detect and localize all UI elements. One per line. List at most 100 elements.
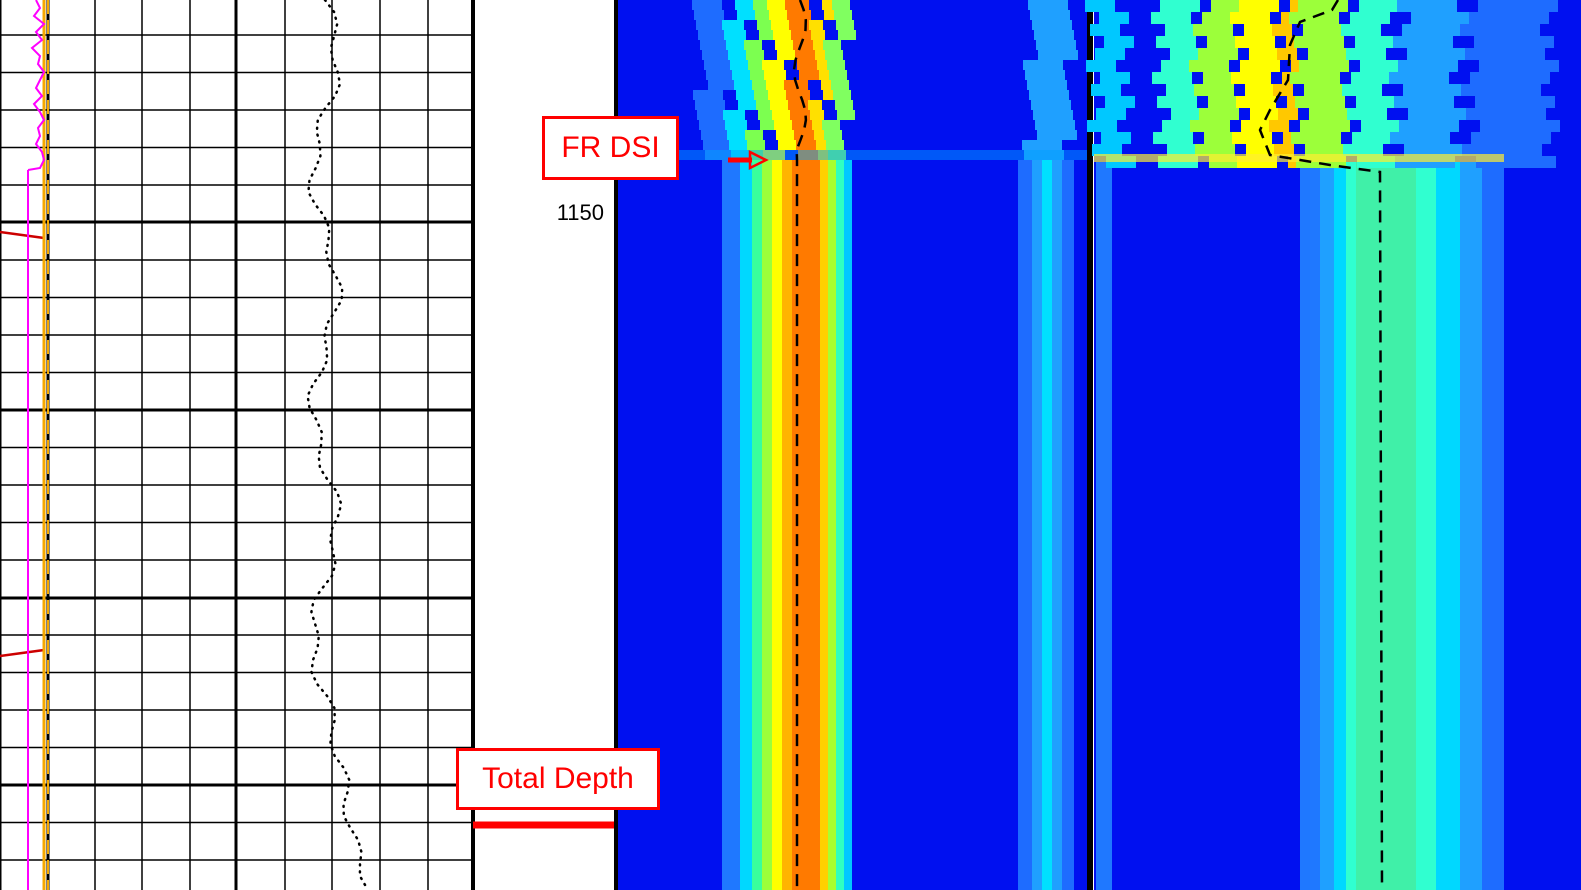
image-texture-cell xyxy=(795,50,819,60)
image-band xyxy=(1482,162,1504,890)
image-texture-cell xyxy=(738,100,760,110)
image-texture-cell xyxy=(1346,48,1386,60)
image-texture-cell xyxy=(693,90,723,100)
image-texture-cell xyxy=(768,90,790,100)
image-texture-cell xyxy=(838,30,856,40)
image-texture-cell xyxy=(1398,60,1458,72)
image-texture-cell xyxy=(1356,96,1396,108)
image-texture-cell xyxy=(774,120,796,130)
image-texture-cell xyxy=(1239,0,1279,12)
image-band xyxy=(1356,162,1416,890)
image-texture-cell xyxy=(823,40,841,50)
slowness-trace-a xyxy=(792,0,808,890)
image-texture-cell xyxy=(787,10,811,20)
image-band xyxy=(836,160,844,890)
image-texture-cell xyxy=(735,0,757,10)
image-texture-cell xyxy=(762,60,784,70)
image-texture-cell xyxy=(822,0,836,10)
image-texture-cell xyxy=(790,110,814,120)
image-texture-cell xyxy=(1298,0,1348,12)
image-band xyxy=(844,160,852,890)
image-texture-cell xyxy=(793,40,817,50)
image-texture-cell xyxy=(1389,72,1449,84)
image-texture-cell xyxy=(835,100,853,110)
image-texture-cell xyxy=(1479,60,1559,72)
image-texture-cell xyxy=(748,60,766,70)
image-texture-cell xyxy=(1342,84,1382,96)
image-texture-cell xyxy=(1460,24,1540,36)
image-texture-cell xyxy=(692,0,722,10)
image-texture-cell xyxy=(722,20,744,30)
image-texture-cell xyxy=(1091,84,1121,96)
image-texture-cell xyxy=(827,60,845,70)
image-texture-cell xyxy=(1031,100,1071,110)
image-texture-cell xyxy=(767,0,789,10)
image-texture-cell xyxy=(1090,24,1120,36)
image-texture-cell xyxy=(708,80,738,90)
image-texture-cell xyxy=(1277,48,1297,60)
image-texture-cell xyxy=(754,90,772,100)
total-depth-callout: Total Depth xyxy=(456,748,660,810)
image-band xyxy=(1042,160,1052,890)
image-a-bands xyxy=(722,160,1074,890)
image-texture-cell xyxy=(1032,20,1072,30)
image-texture-cell xyxy=(755,10,773,20)
image-texture-cell xyxy=(1272,24,1292,36)
image-texture-cell xyxy=(837,110,855,120)
image-texture-cell xyxy=(704,60,734,70)
image-texture-cell xyxy=(1399,120,1459,132)
image-texture-cell xyxy=(700,40,730,50)
image-texture-cell xyxy=(1360,60,1400,72)
image-texture-cell xyxy=(1151,12,1191,24)
image-texture-cell xyxy=(1397,0,1457,12)
image-texture-cell xyxy=(1402,24,1462,36)
image-texture-cell xyxy=(821,80,835,90)
image-texture-cell xyxy=(759,30,777,40)
image-texture-cell xyxy=(1195,144,1235,156)
image-texture-cell xyxy=(777,50,799,60)
waveform-image-panel-a xyxy=(614,0,1087,890)
image-texture-cell xyxy=(1027,80,1067,90)
image-texture-cell xyxy=(1408,108,1468,120)
image-texture-cell xyxy=(817,60,831,70)
image-band xyxy=(1460,162,1482,890)
image-texture-cell xyxy=(1199,108,1239,120)
image-texture-cell xyxy=(776,130,798,140)
image-texture-cell xyxy=(824,130,842,140)
image-texture-cell xyxy=(812,120,826,130)
image-texture-cell xyxy=(824,10,838,20)
image-texture-cell xyxy=(1035,120,1075,130)
image-texture-cell xyxy=(1029,90,1069,100)
image-a-upper-texture xyxy=(617,0,1087,160)
image-band xyxy=(1096,162,1112,890)
image-texture-cell xyxy=(1193,24,1233,36)
image-texture-cell xyxy=(816,140,830,150)
image-texture-cell xyxy=(1087,120,1117,132)
image-texture-cell xyxy=(1028,0,1068,10)
image-texture-cell xyxy=(1295,96,1345,108)
resistivity-dotted-curve xyxy=(306,0,369,890)
image-texture-cell xyxy=(699,120,729,130)
image-texture-cell xyxy=(1104,36,1134,48)
image-texture-cell xyxy=(1403,84,1463,96)
log-grid-major xyxy=(0,0,473,890)
image-texture-cell xyxy=(1278,108,1298,120)
image-texture-cell xyxy=(1025,70,1065,80)
image-texture-cell xyxy=(1198,48,1238,60)
image-texture-cell xyxy=(1152,72,1192,84)
image-texture-cell xyxy=(726,40,748,50)
image-texture-cell xyxy=(836,20,854,30)
image-texture-cell xyxy=(1304,84,1354,96)
image-texture-cell xyxy=(1022,140,1062,150)
image-texture-cell xyxy=(744,40,762,50)
image-texture-cell xyxy=(1157,96,1197,108)
image-texture-cell xyxy=(1355,36,1395,48)
image-texture-cell xyxy=(797,60,821,70)
image-band xyxy=(782,160,792,890)
image-b-upper-texture xyxy=(1085,0,1560,168)
image-texture-cell xyxy=(826,140,844,150)
image-texture-cell xyxy=(757,20,775,30)
image-texture-cell xyxy=(1291,132,1341,144)
image-texture-cell xyxy=(1351,72,1391,84)
image-texture-cell xyxy=(1309,108,1359,120)
